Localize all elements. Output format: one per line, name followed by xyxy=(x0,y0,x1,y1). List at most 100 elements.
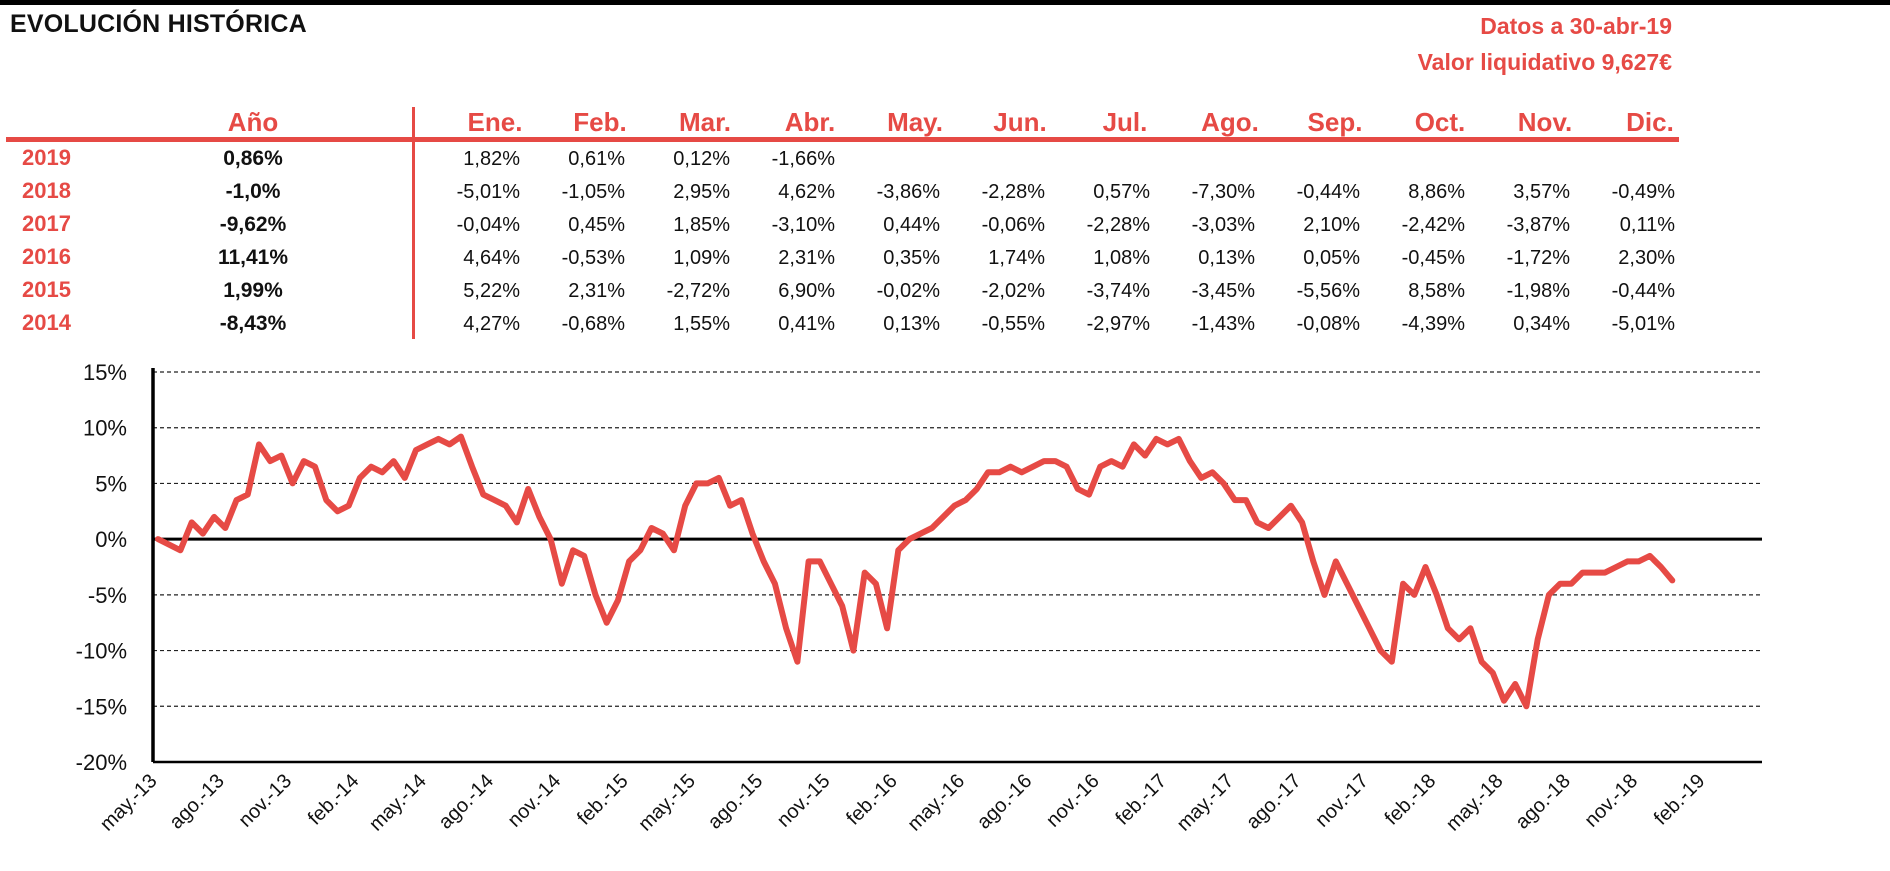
month-header: Dic. xyxy=(1626,107,1674,137)
nav-value-label: Valor liquidativo 9,627€ xyxy=(1417,49,1672,75)
monthly-return-cell: 4,62% xyxy=(778,181,835,203)
year-column-header: Año xyxy=(227,107,279,137)
monthly-return-cell: 0,41% xyxy=(778,313,835,335)
month-header: Mar. xyxy=(678,107,732,137)
monthly-return-cell: -2,42% xyxy=(1401,214,1465,236)
fund-info: Datos a 30-abr-19 Valor liquidativo 9,62… xyxy=(1418,8,1672,80)
monthly-return-cell: 0,57% xyxy=(1093,181,1150,203)
monthly-return-cell: -2,97% xyxy=(1086,313,1150,335)
y-tick-label: 5% xyxy=(95,471,127,496)
x-tick-label: may.-14 xyxy=(365,770,431,836)
monthly-return-cell: 2,30% xyxy=(1618,247,1675,269)
monthly-return-cell: 0,45% xyxy=(568,214,625,236)
monthly-return-cell: -0,53% xyxy=(561,247,625,269)
monthly-return-cell: -5,01% xyxy=(456,181,520,203)
monthly-return-cell: 4,64% xyxy=(463,247,520,269)
row-year: 2016 xyxy=(22,244,71,269)
row-year: 2019 xyxy=(22,145,71,170)
x-tick-label: may.-16 xyxy=(904,770,970,836)
x-tick-label: feb.-17 xyxy=(1111,770,1171,830)
monthly-return-cell: 2,95% xyxy=(673,181,730,203)
monthly-return-cell: -5,01% xyxy=(1611,313,1675,335)
top-rule xyxy=(0,0,1890,5)
monthly-return-cell: -3,87% xyxy=(1506,214,1570,236)
y-tick-label: 10% xyxy=(83,416,127,441)
row-annual-return: -8,43% xyxy=(219,312,287,335)
month-header: Feb. xyxy=(573,107,627,137)
month-header: May. xyxy=(887,107,943,137)
x-tick-label: feb.-15 xyxy=(573,770,633,830)
monthly-return-cell: -0,44% xyxy=(1611,280,1675,302)
monthly-return-cell: -0,06% xyxy=(981,214,1045,236)
monthly-return-cell: 0,44% xyxy=(883,214,940,236)
monthly-return-cell: -3,74% xyxy=(1086,280,1150,302)
monthly-return-cell: -1,98% xyxy=(1506,280,1570,302)
monthly-return-cell: -2,02% xyxy=(981,280,1045,302)
monthly-return-cell: 0,61% xyxy=(568,148,625,170)
x-tick-label: feb.-16 xyxy=(842,770,902,830)
monthly-return-cell: -0,55% xyxy=(981,313,1045,335)
data-date-label: Datos a 30-abr-19 xyxy=(1480,13,1672,39)
monthly-return-cell: 0,13% xyxy=(883,313,940,335)
row-year: 2014 xyxy=(22,310,71,335)
x-tick-label: ago.-16 xyxy=(973,770,1037,834)
monthly-return-cell: -1,05% xyxy=(561,181,625,203)
x-tick-label: feb.-18 xyxy=(1381,770,1441,830)
y-tick-label: -15% xyxy=(76,694,127,719)
monthly-return-cell: -2,28% xyxy=(1086,214,1150,236)
x-tick-label: nov.-18 xyxy=(1580,770,1642,832)
monthly-return-cell: -0,04% xyxy=(456,214,520,236)
row-annual-return: 1,99% xyxy=(223,279,283,302)
monthly-return-cell: 2,31% xyxy=(568,280,625,302)
monthly-return-cell: 0,35% xyxy=(883,247,940,269)
row-annual-return: -1,0% xyxy=(225,180,281,203)
x-tick-label: may.-17 xyxy=(1173,770,1239,836)
x-tick-label: ago.-13 xyxy=(165,770,229,834)
monthly-return-cell: 1,09% xyxy=(673,247,730,269)
month-header: Ago. xyxy=(1201,107,1259,137)
monthly-return-cell: 0,11% xyxy=(1619,214,1675,236)
header-underline xyxy=(6,137,1679,142)
month-header: Jun. xyxy=(993,107,1047,137)
x-tick-label: may.-18 xyxy=(1442,770,1508,836)
monthly-return-cell: -3,03% xyxy=(1191,214,1255,236)
y-tick-label: 0% xyxy=(95,527,127,552)
monthly-return-cell: -0,68% xyxy=(561,313,625,335)
monthly-return-cell: -4,39% xyxy=(1401,313,1465,335)
page-title: EVOLUCIÓN HISTÓRICA xyxy=(10,10,307,38)
x-tick-label: ago.-15 xyxy=(704,770,768,834)
month-header: Nov. xyxy=(1517,107,1573,137)
monthly-return-cell: 8,58% xyxy=(1408,280,1465,302)
monthly-return-cell: -5,56% xyxy=(1296,280,1360,302)
monthly-return-cell: -2,72% xyxy=(666,280,730,302)
x-tick-label: nov.-13 xyxy=(234,770,296,832)
monthly-return-cell: 0,13% xyxy=(1198,247,1255,269)
x-tick-label: nov.-14 xyxy=(504,770,566,832)
monthly-return-cell: -0,08% xyxy=(1296,313,1360,335)
y-tick-label: 15% xyxy=(83,360,127,385)
x-tick-label: nov.-17 xyxy=(1311,770,1373,832)
monthly-return-cell: 2,31% xyxy=(778,247,835,269)
month-header: Abr. xyxy=(784,107,836,137)
monthly-return-cell: 6,90% xyxy=(778,280,835,302)
monthly-return-cell: -3,10% xyxy=(771,214,835,236)
x-tick-label: nov.-16 xyxy=(1042,770,1104,832)
monthly-return-cell: 0,05% xyxy=(1303,247,1360,269)
row-annual-return: -9,62% xyxy=(219,213,287,236)
row-annual-return: 0,86% xyxy=(223,147,283,170)
x-tick-label: ago.-18 xyxy=(1511,770,1575,834)
x-tick-label: may.-15 xyxy=(634,770,700,836)
monthly-return-cell: -0,44% xyxy=(1296,181,1360,203)
monthly-return-cell: -1,43% xyxy=(1191,313,1255,335)
monthly-return-cell: -0,45% xyxy=(1401,247,1465,269)
monthly-return-cell: -3,86% xyxy=(876,181,940,203)
monthly-return-cell: 1,85% xyxy=(673,214,730,236)
y-tick-label: -5% xyxy=(88,583,127,608)
monthly-return-cell: -0,02% xyxy=(876,280,940,302)
series-line xyxy=(155,433,1676,710)
row-year: 2017 xyxy=(22,211,71,236)
x-tick-label: ago.-17 xyxy=(1242,770,1306,834)
monthly-return-cell: 0,34% xyxy=(1513,313,1570,335)
monthly-return-cell: 1,74% xyxy=(988,247,1045,269)
